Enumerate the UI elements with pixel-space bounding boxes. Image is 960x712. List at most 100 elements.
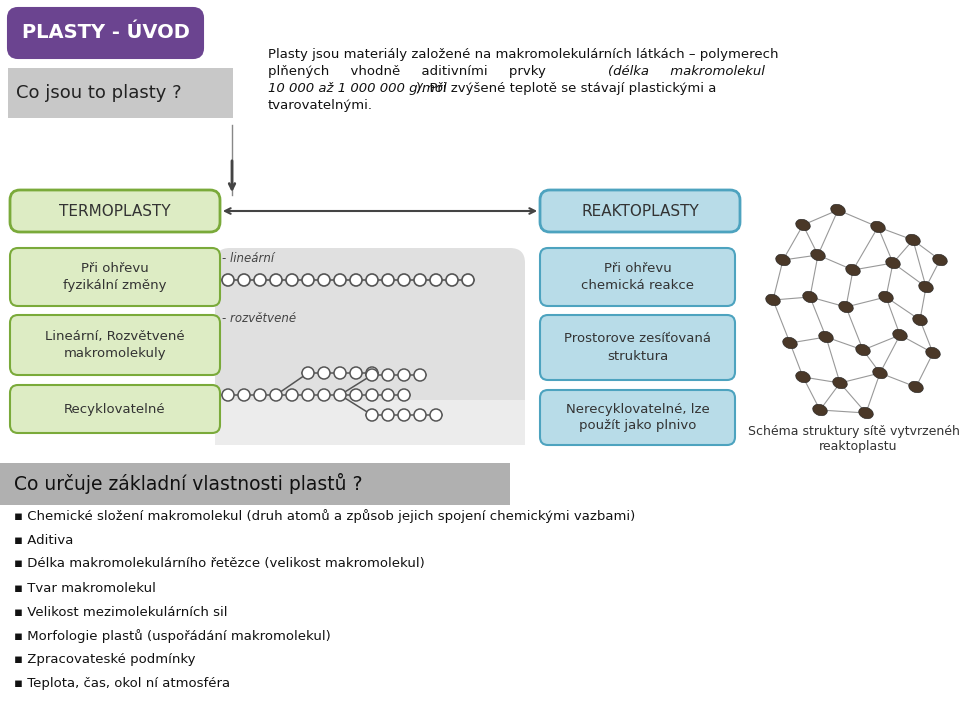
Circle shape (414, 274, 426, 286)
Text: ▪ Aditiva: ▪ Aditiva (14, 533, 73, 547)
Circle shape (366, 367, 378, 379)
Circle shape (318, 389, 330, 401)
Circle shape (398, 274, 410, 286)
FancyBboxPatch shape (215, 248, 525, 443)
Text: Nerecyklovatelné, lze
použít jako plnivo: Nerecyklovatelné, lze použít jako plnivo (565, 402, 709, 432)
Ellipse shape (905, 234, 921, 246)
Bar (0, 463, 510, 505)
Circle shape (366, 274, 378, 286)
Circle shape (382, 369, 394, 381)
Ellipse shape (776, 254, 790, 266)
Ellipse shape (766, 294, 780, 305)
Text: ▪ Velikost mezimolekulárních sil: ▪ Velikost mezimolekulárních sil (14, 605, 228, 619)
Circle shape (366, 369, 378, 381)
Ellipse shape (832, 377, 848, 389)
FancyBboxPatch shape (8, 8, 203, 58)
Text: tvarovatelnými.: tvarovatelnými. (268, 99, 373, 112)
Circle shape (286, 389, 298, 401)
Ellipse shape (846, 264, 860, 276)
Bar (215, 400, 525, 445)
Ellipse shape (819, 331, 833, 342)
Circle shape (398, 409, 410, 421)
Text: Při ohřevu
fyzikální změny: Při ohřevu fyzikální změny (63, 262, 167, 292)
Circle shape (238, 389, 250, 401)
Ellipse shape (886, 257, 900, 268)
Text: ▪ Teplota, čas, okol ní atmosféra: ▪ Teplota, čas, okol ní atmosféra (14, 678, 230, 691)
Circle shape (382, 409, 394, 421)
Ellipse shape (813, 404, 828, 416)
Ellipse shape (803, 291, 817, 303)
Circle shape (334, 367, 346, 379)
Circle shape (286, 274, 298, 286)
Circle shape (350, 389, 362, 401)
Circle shape (334, 274, 346, 286)
FancyBboxPatch shape (10, 315, 220, 375)
Ellipse shape (810, 249, 826, 261)
Ellipse shape (909, 381, 924, 393)
Circle shape (414, 409, 426, 421)
Circle shape (430, 409, 442, 421)
FancyBboxPatch shape (540, 390, 735, 445)
Text: ▪ Morfologie plastů (uspořádání makromolekul): ▪ Morfologie plastů (uspořádání makromol… (14, 629, 331, 643)
Circle shape (302, 389, 314, 401)
FancyBboxPatch shape (540, 190, 740, 232)
Circle shape (414, 369, 426, 381)
Text: Plasty jsou materiály založené na makromolekulárních látkách – polymerech: Plasty jsou materiály založené na makrom… (268, 48, 779, 61)
Circle shape (366, 409, 378, 421)
Circle shape (430, 274, 442, 286)
Ellipse shape (858, 407, 874, 419)
Text: ▪ Zpracovateské podmínky: ▪ Zpracovateské podmínky (14, 654, 196, 666)
Ellipse shape (933, 254, 948, 266)
Circle shape (462, 274, 474, 286)
Text: ▪ Tvar makromolekul: ▪ Tvar makromolekul (14, 582, 156, 595)
Text: Co jsou to plasty ?: Co jsou to plasty ? (16, 84, 181, 102)
Ellipse shape (913, 314, 927, 326)
Text: 10 000 až 1 000 000 g/mol: 10 000 až 1 000 000 g/mol (268, 82, 446, 95)
Circle shape (350, 367, 362, 379)
Text: REAKTOPLASTY: REAKTOPLASTY (581, 204, 699, 219)
Circle shape (270, 274, 282, 286)
Bar (8, 68, 233, 118)
Text: PLASTY - ÚVOD: PLASTY - ÚVOD (22, 23, 190, 43)
Ellipse shape (839, 301, 853, 313)
Circle shape (398, 369, 410, 381)
Circle shape (238, 274, 250, 286)
Circle shape (222, 274, 234, 286)
Text: (délka     makromolekul: (délka makromolekul (608, 65, 765, 78)
Ellipse shape (796, 371, 810, 383)
Ellipse shape (855, 344, 871, 356)
FancyBboxPatch shape (10, 190, 220, 232)
Circle shape (302, 367, 314, 379)
Text: TERMOPLASTY: TERMOPLASTY (60, 204, 171, 219)
Text: - rozvětvené: - rozvětvené (222, 312, 296, 325)
Ellipse shape (871, 221, 885, 233)
Circle shape (382, 389, 394, 401)
Ellipse shape (796, 219, 810, 231)
Ellipse shape (782, 337, 798, 349)
Text: plňených     vhodně     aditivními     prvky: plňených vhodně aditivními prvky (268, 65, 567, 78)
Circle shape (350, 274, 362, 286)
FancyBboxPatch shape (540, 315, 735, 380)
Text: Schéma struktury sítě vytvrzeného
reaktoplastu: Schéma struktury sítě vytvrzeného reakto… (748, 425, 960, 453)
Ellipse shape (919, 281, 933, 293)
Ellipse shape (830, 204, 846, 216)
Text: Lineární, Rozvětvené
makromolekuly: Lineární, Rozvětvené makromolekuly (45, 330, 185, 360)
Text: - lineární: - lineární (222, 251, 275, 264)
Ellipse shape (873, 367, 887, 379)
Circle shape (302, 274, 314, 286)
Text: ). Při zvýšené teplotě se stávají plastickými a: ). Při zvýšené teplotě se stávají plasti… (416, 82, 716, 95)
Circle shape (254, 274, 266, 286)
Circle shape (254, 389, 266, 401)
Circle shape (382, 274, 394, 286)
Circle shape (446, 274, 458, 286)
FancyBboxPatch shape (10, 248, 220, 306)
Circle shape (270, 389, 282, 401)
Ellipse shape (925, 347, 940, 359)
Circle shape (318, 367, 330, 379)
Circle shape (398, 389, 410, 401)
Ellipse shape (893, 329, 907, 341)
Text: ▪ Délka makromolekulárního řetězce (velikost makromolekul): ▪ Délka makromolekulárního řetězce (veli… (14, 557, 424, 570)
Text: Recyklovatelné: Recyklovatelné (64, 402, 166, 416)
Ellipse shape (878, 291, 894, 303)
Circle shape (334, 389, 346, 401)
